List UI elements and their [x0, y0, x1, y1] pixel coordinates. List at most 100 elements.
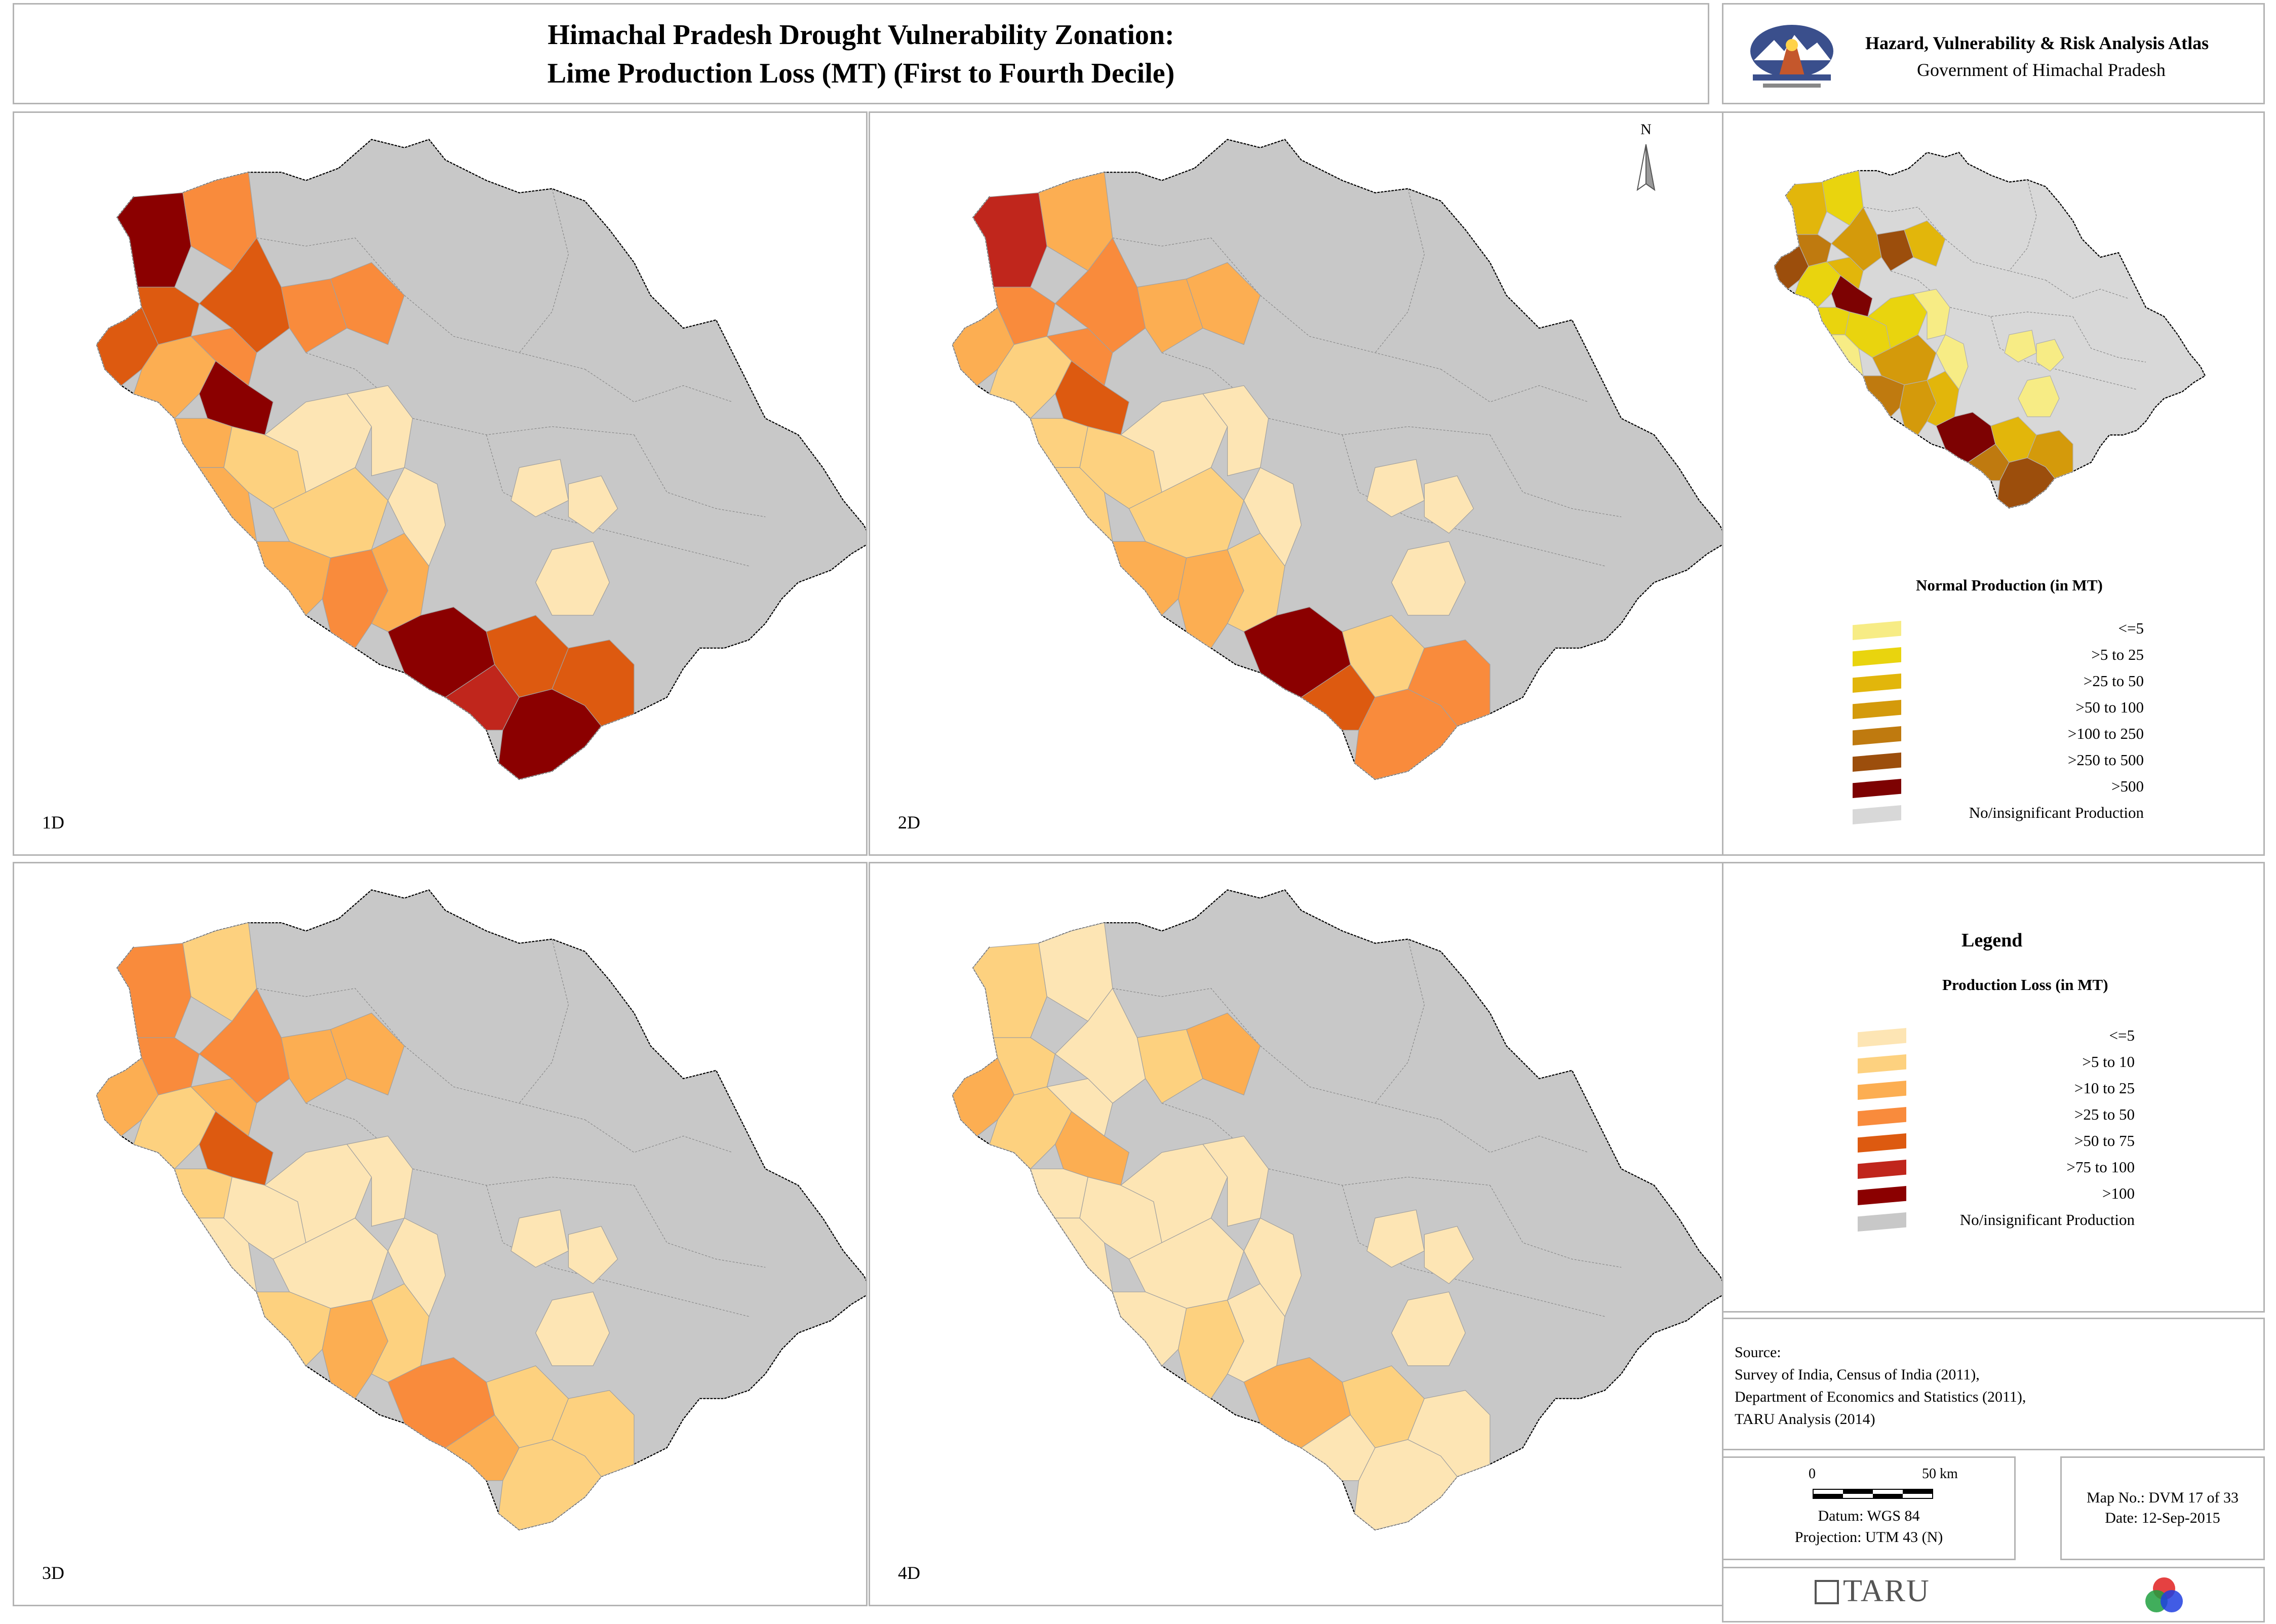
district-boundary [256, 988, 405, 1046]
production-loss-legend-item: >25 to 50 [1858, 1105, 2135, 1126]
production-loss-legend-swatch [1858, 1081, 1906, 1100]
district-boundary [305, 1103, 635, 1186]
production-loss-legend-item: No/insignificant Production [1858, 1211, 2135, 1232]
scale-end-label: 50 km [1922, 1466, 1958, 1482]
district-boundary [1489, 434, 1622, 518]
production-loss-legend-item: >100 [1858, 1184, 2135, 1205]
district-boundary [1112, 237, 1261, 296]
normal-production-legend-label: >100 to 250 [2067, 725, 2144, 742]
map-date: Date: 12-Sep-2015 [2105, 1510, 2220, 1526]
tehsil-area [1046, 328, 1113, 386]
production-loss-legend-label: >25 to 50 [2074, 1105, 2135, 1123]
district-boundary [519, 939, 569, 1103]
map-number-panel: Map No.: DVM 17 of 33 Date: 12-Sep-2015 [2060, 1456, 2265, 1560]
taru-logo: TARU [1815, 1573, 1930, 1609]
normal-production-legend-swatch [1853, 674, 1901, 693]
tehsil-area [330, 262, 405, 345]
decile-label-1d: 1D [42, 812, 64, 833]
district-boundary [1260, 1045, 1441, 1120]
overview-map [1774, 151, 2206, 509]
tehsil-area [1391, 1291, 1466, 1366]
district-boundary [2009, 179, 2037, 271]
atlas-subtitle: Government of Himachal Pradesh [1917, 60, 2166, 80]
north-arrow-icon: N [1636, 121, 1656, 191]
source-heading: Source: [1735, 1344, 1781, 1361]
himachal-emblem-icon [1750, 25, 1833, 88]
tehsil-area [1054, 237, 1146, 353]
tehsil-area [552, 639, 635, 727]
tehsil-area [2018, 375, 2060, 417]
production-loss-legend-label: <=5 [2109, 1026, 2135, 1044]
district-boundary [1342, 434, 1605, 567]
production-loss-legend-swatch [1858, 1133, 1906, 1153]
himachal-map-3d [96, 889, 866, 1531]
production-loss-legend-item: >5 to 10 [1858, 1053, 2135, 1074]
district-boundary [1440, 1119, 1589, 1153]
tehsil-area [1876, 229, 1914, 271]
normal-production-legend-item: >5 to 25 [1853, 646, 2144, 666]
tehsil-area [1112, 541, 1187, 616]
taru-logo-text: TARU [1843, 1574, 1930, 1608]
decile-label-2d: 2D [898, 812, 920, 833]
production-loss-legend-label: >50 to 75 [2074, 1132, 2135, 1150]
tehsil-area [498, 689, 602, 780]
tehsil-area [1186, 1012, 1261, 1096]
tehsil-area [552, 1390, 635, 1477]
legend-subtitle: Production Loss (in MT) [1942, 976, 2108, 994]
source-line: Department of Economics and Statistics (… [1735, 1389, 2026, 1405]
tehsil-area [190, 328, 257, 386]
tehsil-area [1407, 639, 1490, 727]
tehsil-area [1936, 334, 1969, 390]
production-loss-legend-swatch [1858, 1160, 1906, 1179]
normal-production-legend-item: >250 to 500 [1853, 751, 2144, 772]
tehsil-area [1136, 279, 1203, 353]
overview-panel: Normal Production (in MT) <=5 >5 to 25 >25… [1722, 111, 2265, 856]
normal-production-legend-label: >500 [2111, 777, 2144, 795]
scale-bar [1813, 1489, 1933, 1499]
production-loss-legend-swatch [1858, 1028, 1906, 1047]
source-line: Survey of India, Census of India (2011), [1735, 1366, 1980, 1383]
tehsil-area [1867, 293, 1928, 349]
tehsil-area [190, 1078, 257, 1137]
tehsil-area [1046, 1078, 1113, 1137]
logo-panel: TARU [1722, 1567, 2265, 1622]
source-panel: Source: Survey of India, Census of India… [1722, 1318, 2265, 1450]
tehsil-area [199, 987, 290, 1104]
normal-production-legend-swatch [1853, 647, 1901, 666]
himachal-map-2d [952, 139, 1722, 780]
tehsil-area [1424, 475, 1474, 534]
production-loss-legend-label: No/insignificant Production [1959, 1211, 2135, 1229]
district-boundary [1890, 270, 2073, 317]
tehsil-area [1354, 1439, 1458, 1530]
map-panel-2d: 2D [869, 111, 1723, 856]
district-boundary [2045, 280, 2128, 299]
district-boundary [584, 1119, 733, 1153]
tehsil-area [1366, 1209, 1425, 1268]
tehsil-area [511, 1209, 569, 1268]
taru-mark-icon [1815, 1580, 1839, 1604]
production-loss-legend-swatch [1858, 1054, 1906, 1074]
tehsil-area [498, 1439, 602, 1530]
tehsil-area [199, 237, 290, 353]
normal-production-legend-item: >100 to 250 [1853, 725, 2144, 745]
production-loss-legend-label: >10 to 25 [2074, 1079, 2135, 1097]
normal-production-legend-label: >250 to 500 [2067, 751, 2144, 769]
normal-production-legend-item: >500 [1853, 777, 2144, 798]
tehsil-area [281, 279, 347, 353]
tehsil-area [264, 393, 372, 493]
district-boundary [404, 1045, 585, 1120]
map-number: Map No.: DVM 17 of 33 [2087, 1489, 2239, 1506]
normal-production-legend-label: >5 to 25 [2091, 646, 2144, 663]
scale-panel: 0 50 km Datum: WGS 84 Projection: UTM 43… [1722, 1456, 2016, 1560]
normal-production-title: Normal Production (in MT) [1916, 576, 2103, 594]
production-loss-legend-label: >100 [2102, 1184, 2135, 1202]
tehsil-area [1817, 307, 1850, 335]
tehsil-area [387, 467, 446, 567]
normal-production-legend-swatch [1853, 779, 1901, 798]
production-loss-legend-item: >50 to 75 [1858, 1132, 2135, 1153]
tehsil-area [264, 1143, 372, 1243]
production-loss-legend-item: >75 to 100 [1858, 1158, 2135, 1179]
title-panel: Himachal Pradesh Drought Vulnerability Z… [13, 3, 1709, 104]
tehsil-area [1863, 375, 1905, 417]
map-panel-3d: 3D [13, 862, 868, 1606]
